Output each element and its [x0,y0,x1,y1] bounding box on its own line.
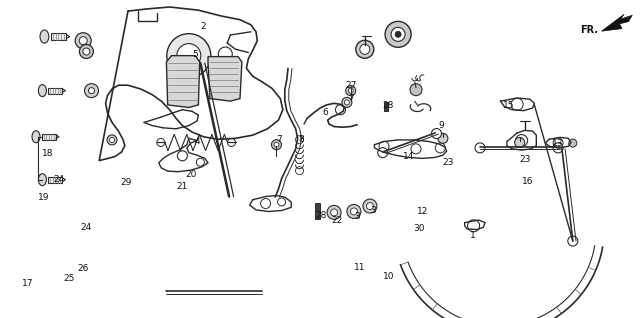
Circle shape [107,135,117,145]
Text: 28: 28 [316,211,327,220]
Polygon shape [166,56,200,107]
Circle shape [224,76,230,82]
Text: 7: 7 [348,94,353,103]
Text: 10: 10 [383,272,395,281]
Circle shape [410,84,422,96]
Circle shape [109,137,115,142]
Circle shape [553,143,563,153]
Circle shape [76,33,92,49]
Circle shape [569,139,577,147]
Polygon shape [42,134,56,140]
Circle shape [475,143,485,153]
Text: 22: 22 [332,216,343,225]
Text: 29: 29 [120,178,132,187]
Text: 11: 11 [354,263,365,272]
Circle shape [88,88,95,93]
Circle shape [363,199,377,213]
Ellipse shape [40,30,49,43]
Circle shape [335,105,346,115]
Text: 21: 21 [177,183,188,191]
Polygon shape [51,33,67,40]
Text: 26: 26 [77,264,89,273]
Circle shape [79,45,93,59]
Circle shape [167,34,211,78]
Circle shape [344,100,349,105]
Polygon shape [315,203,320,219]
Circle shape [274,142,279,147]
Text: 5: 5 [193,50,198,59]
Text: 23: 23 [442,158,454,167]
Text: 7: 7 [276,135,282,144]
Ellipse shape [38,174,47,186]
Text: 3: 3 [371,206,376,215]
Circle shape [346,86,356,96]
Circle shape [348,88,353,93]
Circle shape [83,48,90,55]
Circle shape [177,151,188,161]
Circle shape [356,40,374,58]
Text: 15: 15 [503,101,515,110]
Text: 27: 27 [345,81,356,90]
Circle shape [360,44,370,54]
Circle shape [438,133,448,143]
Circle shape [177,44,201,68]
Circle shape [391,27,405,41]
Text: 9: 9 [439,121,444,130]
Text: 17: 17 [22,279,34,288]
Text: 18: 18 [42,149,54,158]
Circle shape [515,137,525,148]
Circle shape [347,204,361,218]
Text: 8: 8 [298,135,303,144]
Polygon shape [384,102,388,111]
Circle shape [431,128,442,139]
Text: 1: 1 [470,231,476,240]
Text: 25: 25 [63,274,75,283]
Ellipse shape [38,85,47,97]
Circle shape [271,140,282,150]
Text: 13: 13 [552,139,564,148]
Text: 23: 23 [519,155,531,164]
Circle shape [79,37,87,45]
Text: 12: 12 [417,207,429,216]
Polygon shape [208,57,242,101]
Polygon shape [602,14,632,31]
Text: 20: 20 [186,170,197,179]
Circle shape [342,97,352,107]
Text: 3: 3 [355,212,360,221]
Text: 19: 19 [38,193,49,202]
Circle shape [351,208,357,215]
Polygon shape [49,177,63,183]
Text: 24: 24 [53,175,65,184]
Text: FR.: FR. [580,25,598,35]
Polygon shape [49,88,63,93]
Text: 28: 28 [383,101,394,110]
Ellipse shape [32,131,40,143]
Text: 4: 4 [195,137,200,146]
Circle shape [84,84,99,98]
Text: 6: 6 [323,108,328,117]
Circle shape [331,209,337,216]
Circle shape [568,236,578,246]
Circle shape [367,203,373,210]
Text: 14: 14 [403,152,414,161]
Circle shape [385,21,411,47]
Circle shape [378,148,388,158]
Text: 24: 24 [81,223,92,232]
Text: 16: 16 [522,177,534,186]
Circle shape [395,31,401,37]
Text: 2: 2 [201,22,206,31]
Text: 30: 30 [413,225,425,233]
Circle shape [327,205,341,219]
